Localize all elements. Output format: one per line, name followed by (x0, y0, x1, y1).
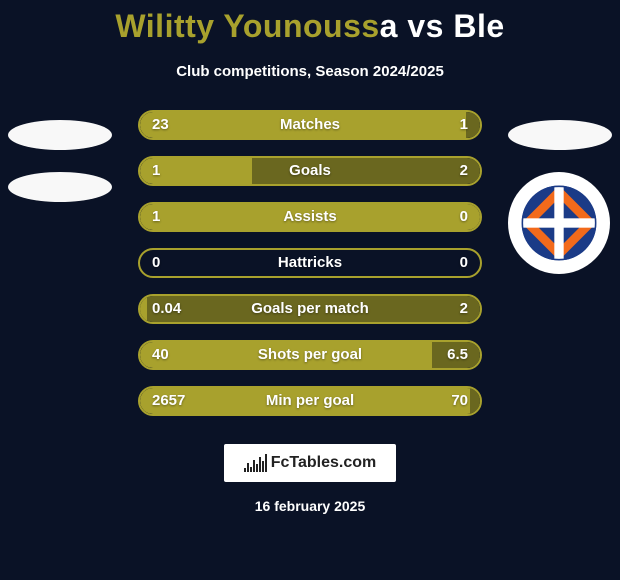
stat-label: Goals (140, 158, 480, 184)
player1-icons (8, 120, 112, 224)
player2-icons (508, 120, 612, 274)
stat-label: Matches (140, 112, 480, 138)
footer-date: 16 february 2025 (0, 498, 620, 514)
footer-logo[interactable]: FcTables.com (224, 444, 396, 482)
stat-value-left: 2657 (152, 388, 185, 414)
stat-label: Goals per match (140, 296, 480, 322)
stat-value-right: 0 (460, 204, 468, 230)
player2-club-badge (508, 172, 610, 274)
stat-label: Hattricks (140, 250, 480, 276)
stat-label: Shots per goal (140, 342, 480, 368)
stat-value-left: 40 (152, 342, 169, 368)
stat-value-right: 6.5 (447, 342, 468, 368)
club-badge-icon (520, 184, 598, 262)
stat-label: Assists (140, 204, 480, 230)
stats-container: Matches231Goals12Assists10Hattricks00Goa… (138, 110, 482, 416)
fctables-bars-icon (244, 454, 267, 472)
stat-value-right: 2 (460, 158, 468, 184)
stat-row: Shots per goal40 6.5 (138, 340, 482, 370)
stat-value-right: 70 (451, 388, 468, 414)
stat-value-right: 2 (460, 296, 468, 322)
stat-row: Assists1 0 (138, 202, 482, 232)
stat-row: Goals per match0.04 2 (138, 294, 482, 324)
player1-ellipse-2 (8, 172, 112, 202)
player2-ellipse-1 (508, 120, 612, 150)
stat-label: Min per goal (140, 388, 480, 414)
title-segment: a vs Ble (380, 8, 505, 44)
stat-value-right: 1 (460, 112, 468, 138)
stat-row: Goals1 2 (138, 156, 482, 186)
footer-logo-text: FcTables.com (271, 454, 377, 472)
stat-value-right: 0 (460, 250, 468, 276)
page-title: Wilitty Younoussa vs Ble (0, 0, 620, 45)
stat-value-left: 0 (152, 250, 160, 276)
stat-row: Hattricks0 0 (138, 248, 482, 278)
stat-row: Matches23 1 (138, 110, 482, 140)
player1-ellipse-1 (8, 120, 112, 150)
stat-value-left: 23 (152, 112, 169, 138)
stat-row: Min per goal2657 70 (138, 386, 482, 416)
stat-value-left: 0.04 (152, 296, 181, 322)
subtitle: Club competitions, Season 2024/2025 (0, 63, 620, 80)
stat-value-left: 1 (152, 204, 160, 230)
title-segment: Wilitty Younouss (115, 8, 379, 44)
stat-value-left: 1 (152, 158, 160, 184)
